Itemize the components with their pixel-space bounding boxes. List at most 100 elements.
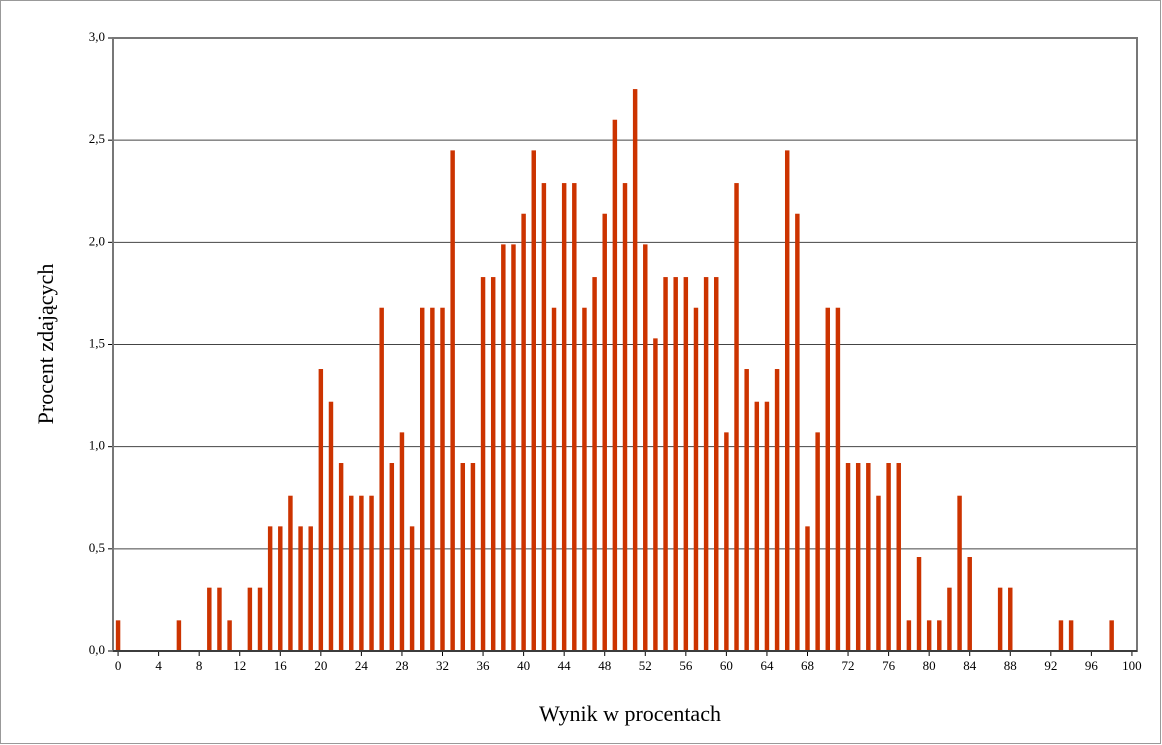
bar bbox=[490, 277, 496, 651]
x-tick-label: 80 bbox=[923, 658, 936, 673]
bar bbox=[866, 463, 871, 651]
x-tick-label: 0 bbox=[115, 658, 122, 673]
bar bbox=[207, 587, 212, 651]
bar bbox=[115, 620, 121, 651]
bar bbox=[886, 463, 891, 651]
bar bbox=[795, 213, 800, 651]
bar bbox=[551, 307, 557, 651]
bar bbox=[967, 557, 972, 651]
bar bbox=[399, 432, 405, 651]
x-tick-label: 92 bbox=[1044, 658, 1057, 673]
bar bbox=[572, 183, 577, 651]
x-tick-label: 88 bbox=[1004, 658, 1017, 673]
bar bbox=[531, 150, 536, 651]
bar bbox=[703, 277, 709, 651]
bar bbox=[480, 277, 486, 651]
x-axis-title: Wynik w procentach bbox=[539, 701, 721, 726]
x-tick-label: 24 bbox=[355, 658, 369, 673]
bar bbox=[1008, 587, 1013, 651]
bar bbox=[298, 526, 303, 651]
bar bbox=[369, 495, 374, 651]
bar bbox=[1109, 620, 1114, 651]
bar bbox=[632, 89, 638, 652]
x-tick-label: 4 bbox=[155, 658, 162, 673]
y-tick-label: 3,0 bbox=[89, 29, 105, 44]
y-tick-label: 1,0 bbox=[89, 438, 105, 453]
bar bbox=[754, 401, 760, 651]
x-tick-label: 16 bbox=[274, 658, 288, 673]
x-tick-label: 28 bbox=[395, 658, 408, 673]
x-tick-label: 56 bbox=[679, 658, 693, 673]
x-tick-label: 52 bbox=[639, 658, 652, 673]
bar bbox=[693, 307, 699, 651]
bar bbox=[835, 307, 841, 651]
bar bbox=[176, 620, 182, 651]
bar bbox=[267, 526, 273, 651]
bar bbox=[338, 463, 344, 651]
bar bbox=[653, 338, 658, 651]
bar bbox=[217, 587, 222, 651]
x-tick-label: 44 bbox=[558, 658, 572, 673]
y-tick-label: 1,5 bbox=[89, 335, 105, 350]
bar bbox=[1068, 620, 1074, 651]
bar bbox=[257, 587, 263, 651]
bar bbox=[845, 463, 851, 651]
bar bbox=[855, 463, 861, 651]
bar bbox=[947, 587, 952, 651]
bar bbox=[582, 307, 587, 651]
y-tick-label: 0,0 bbox=[89, 642, 105, 657]
bar bbox=[450, 150, 455, 651]
x-tick-label: 40 bbox=[517, 658, 530, 673]
x-tick-label: 48 bbox=[598, 658, 611, 673]
bar bbox=[389, 463, 395, 651]
bar bbox=[349, 495, 354, 651]
bar bbox=[561, 183, 567, 651]
bar bbox=[643, 244, 648, 652]
bar bbox=[470, 463, 476, 651]
y-tick-label: 2,5 bbox=[89, 131, 105, 146]
bar bbox=[288, 495, 293, 651]
bar bbox=[714, 277, 719, 651]
bar bbox=[622, 183, 628, 651]
bar bbox=[876, 495, 881, 651]
bar bbox=[1058, 620, 1064, 651]
bar bbox=[764, 401, 770, 651]
bar bbox=[815, 432, 820, 651]
x-tick-label: 64 bbox=[760, 658, 774, 673]
bar bbox=[460, 463, 466, 651]
y-tick-label: 2,0 bbox=[89, 233, 105, 248]
x-tick-label: 84 bbox=[963, 658, 977, 673]
bar bbox=[602, 213, 607, 651]
bar bbox=[227, 620, 232, 651]
bar bbox=[997, 587, 1003, 651]
bar bbox=[744, 369, 749, 651]
bar bbox=[541, 183, 547, 651]
x-tick-label: 68 bbox=[801, 658, 814, 673]
x-tick-label: 32 bbox=[436, 658, 449, 673]
x-tick-label: 72 bbox=[842, 658, 855, 673]
bar bbox=[774, 369, 780, 651]
bar bbox=[612, 119, 618, 651]
bar bbox=[805, 526, 810, 651]
bar bbox=[683, 277, 689, 651]
bar bbox=[430, 307, 435, 651]
bar bbox=[359, 495, 364, 651]
y-tick-label: 0,5 bbox=[89, 540, 105, 555]
bar bbox=[521, 213, 526, 651]
bar bbox=[784, 150, 790, 651]
bar bbox=[592, 277, 597, 651]
x-tick-label: 12 bbox=[233, 658, 246, 673]
bar bbox=[511, 244, 516, 652]
bar bbox=[906, 620, 912, 651]
bar bbox=[734, 183, 739, 651]
x-tick-label: 36 bbox=[477, 658, 491, 673]
bar bbox=[937, 620, 942, 651]
x-tick-label: 100 bbox=[1122, 658, 1142, 673]
x-tick-label: 76 bbox=[882, 658, 896, 673]
x-tick-label: 96 bbox=[1085, 658, 1099, 673]
bar bbox=[501, 244, 506, 652]
bar bbox=[379, 307, 384, 651]
bar bbox=[724, 432, 729, 651]
bar bbox=[673, 277, 678, 651]
